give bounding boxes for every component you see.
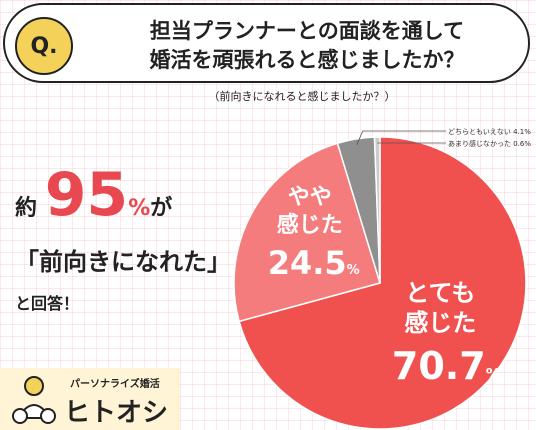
question-line-2: 婚活を頑張れると感じましたか？ <box>149 48 465 72</box>
highlight-suffix: が <box>150 196 173 221</box>
pie-slices <box>233 136 527 430</box>
leader-line-2 <box>356 130 446 146</box>
slice-label-very-1: とても <box>405 279 475 307</box>
highlight-quote: 「前向きになれた」 <box>15 248 231 276</box>
brand-tagline: パーソナライズ婚活 <box>70 379 160 390</box>
highlight-prefix: 約 <box>15 196 38 221</box>
slice-value-very: 70.7% <box>392 344 501 388</box>
slice-label-small-3: あまり感じなかった 0.6% <box>448 139 531 148</box>
slice-label-somewhat-2: 感じた <box>277 212 343 238</box>
slice-value-somewhat: 24.5% <box>268 244 360 282</box>
question-line-1: 担当プランナーとの面談を通して <box>149 19 465 43</box>
slice-label-small-2: どちらともいえない 4.1% <box>448 128 531 136</box>
highlight-line-1: 約 95%が <box>15 160 240 230</box>
question-subtitle: （前向きになれると感じましたか？） <box>208 90 396 103</box>
pie-slice-0 <box>238 136 527 430</box>
question-box: Q. 担当プランナーとの面談を通して 婚活を頑張れると感じましたか？ <box>3 3 530 83</box>
person-mascot-icon <box>12 376 56 424</box>
highlight-tail: と回答！ <box>15 294 80 313</box>
highlight-number: 95 <box>44 160 129 230</box>
slice-label-very-2: 感じた <box>404 309 476 337</box>
brand-name: ヒトオシ <box>64 398 169 428</box>
pie-slice-3 <box>373 136 381 284</box>
pie-slice-1 <box>233 142 381 323</box>
brand-footer: パーソナライズ婚活 ヒトオシ <box>0 368 180 430</box>
highlight-unit: % <box>128 196 151 221</box>
question-badge: Q. <box>15 17 73 75</box>
slice-label-somewhat-1: やや <box>288 185 332 210</box>
